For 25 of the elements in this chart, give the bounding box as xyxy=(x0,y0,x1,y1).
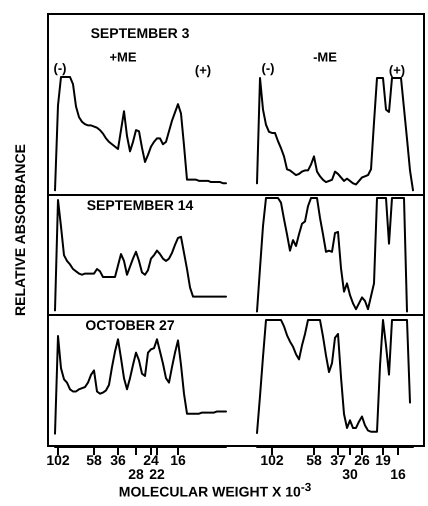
x-axis-title: MOLECULAR WEIGHT X 10$^{-3}$ xyxy=(118,480,312,500)
x-tick-label: 28 xyxy=(128,466,144,482)
text: (-) xyxy=(54,60,66,76)
text: +ME xyxy=(109,50,137,64)
chart-title: SEPTEMBER 3 xyxy=(90,25,190,41)
x-tick-label: 24 xyxy=(143,452,159,468)
x-tick-label: 22 xyxy=(149,466,165,482)
text: (-) xyxy=(262,60,274,76)
x-tick-label: 58 xyxy=(86,452,102,468)
x-tick-label: 37 xyxy=(330,452,346,468)
x-tick-label: 19 xyxy=(375,452,391,468)
x-tick-label: 58 xyxy=(306,452,322,468)
x-tick-label: 26 xyxy=(354,452,370,468)
chart-title: SEPTEMBER 14 xyxy=(86,197,194,213)
y-axis-title: RELATIVE ABSORBANCE xyxy=(12,144,28,316)
x-tick-label: 36 xyxy=(110,452,126,468)
x-tick-label: 30 xyxy=(342,466,358,482)
chart-title: OCTOBER 27 xyxy=(85,317,175,333)
text: -ME xyxy=(313,50,338,64)
x-tick-label: 102 xyxy=(46,452,70,468)
text: (+) xyxy=(388,62,406,78)
annotation: (+) xyxy=(194,62,212,78)
x-tick-label: 102 xyxy=(260,452,284,468)
x-tick-label: 16 xyxy=(390,466,406,482)
x-tick-label: 16 xyxy=(170,452,186,468)
